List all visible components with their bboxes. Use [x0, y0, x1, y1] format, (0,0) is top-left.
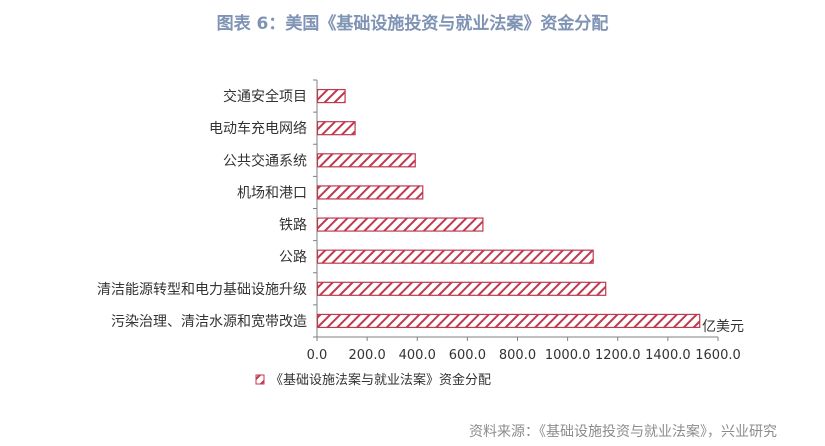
bar: [316, 153, 416, 168]
x-tick-label: 1000.0: [545, 348, 591, 363]
category-label: 电动车充电网络: [209, 120, 307, 137]
x-tick-label: 400.0: [399, 348, 436, 363]
legend: 《基础设施法案与就业法案》资金分配: [255, 372, 491, 388]
category-label: 交通安全项目: [223, 88, 307, 105]
category-labels: 污染治理、清洁水源和宽带改造 清洁能源转型和电力基础设施升级 公路 铁路 机场和港口 公共…: [97, 88, 307, 330]
bar: [316, 217, 484, 232]
x-tick-labels: 0.0 200.0 400.0 600.0 800.0 1000.0 1200.0 1400.…: [307, 348, 741, 363]
x-tick-label: 1400.0: [645, 348, 691, 363]
bar: [316, 249, 594, 264]
bar: [316, 185, 424, 200]
x-tick-label: 1200.0: [595, 348, 641, 363]
legend-swatch: [255, 374, 265, 385]
category-label: 污染治理、清洁水源和宽带改造: [111, 313, 307, 330]
category-label: 清洁能源转型和电力基础设施升级: [97, 281, 307, 298]
bar: [316, 281, 607, 296]
bar: [316, 121, 356, 136]
category-label: 公路: [279, 250, 307, 266]
category-label: 机场和港口: [237, 185, 307, 201]
category-label: 铁路: [279, 218, 307, 234]
chart-title: 图表 6：美国《基础设施投资与就业法案》资金分配: [216, 14, 609, 34]
bar: [316, 88, 346, 104]
x-tick-label: 600.0: [449, 348, 486, 363]
source-note: 资料来源：《基础设施投资与就业法案》，兴业研究: [469, 424, 777, 440]
bar: [316, 313, 701, 329]
unit-label: 亿美元: [702, 319, 744, 335]
legend-label: 《基础设施法案与就业法案》资金分配: [270, 372, 491, 388]
x-tick-label: 0.0: [307, 348, 328, 363]
x-tick-label: 800.0: [499, 348, 536, 363]
x-tick-label: 1600.0: [695, 348, 741, 363]
x-tick-label: 200.0: [349, 348, 386, 363]
category-label: 公共交通系统: [223, 152, 307, 169]
bars: [316, 88, 701, 329]
axes: [313, 79, 719, 341]
